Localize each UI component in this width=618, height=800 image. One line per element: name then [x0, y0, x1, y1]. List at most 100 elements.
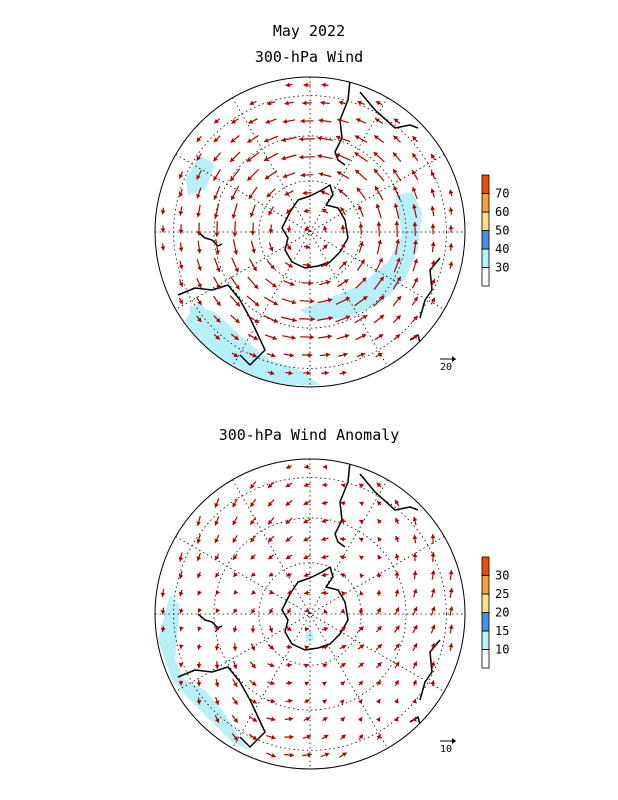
wind-vector: [267, 370, 275, 376]
wind-vector: [214, 696, 220, 706]
wind-vector: [302, 100, 312, 106]
reference-vector: 20: [440, 356, 456, 373]
colorbar: 10 15 20 25 30: [481, 556, 509, 669]
wind-vector: [267, 554, 275, 560]
wind-vector: [340, 483, 346, 488]
wind-vector: [196, 259, 202, 271]
wind-vector: [246, 314, 260, 324]
wind-vector: [320, 190, 330, 196]
wind-vector: [337, 278, 349, 288]
wind-vector: [430, 552, 436, 562]
wind-vector: [283, 752, 295, 758]
wind-vector: [340, 716, 346, 722]
wind-vector: [448, 606, 454, 616]
wind-vector: [197, 590, 202, 596]
wind-vector: [303, 590, 311, 596]
wind-vector: [196, 679, 202, 687]
wind-vector: [322, 699, 328, 705]
colorbar-swatch: [481, 593, 490, 613]
wind-vector: [359, 573, 365, 579]
wind-vector: [266, 260, 276, 270]
wind-vector: [377, 554, 382, 560]
wind-vector: [321, 734, 329, 740]
wind-vector: [375, 100, 383, 106]
wind-vector: [229, 151, 241, 163]
wind-vector: [430, 297, 436, 305]
wind-vector: [196, 240, 202, 254]
wind-vector: [231, 733, 239, 741]
wind-vector: [284, 100, 294, 106]
wind-vector: [412, 679, 417, 687]
wind-vector: [359, 501, 365, 507]
wind-vector: [411, 152, 419, 162]
wind-vector: [355, 333, 367, 341]
wind-vector: [303, 370, 311, 376]
wind-vector: [375, 203, 382, 219]
wind-vector: [285, 370, 293, 376]
wind-vector: [233, 589, 239, 595]
wind-vector: [321, 500, 329, 506]
wind-vector: [196, 204, 201, 218]
wind-vector: [178, 242, 184, 252]
wind-vector: [247, 333, 259, 341]
wind-vector: [339, 626, 347, 632]
wind-vector: [263, 315, 279, 323]
wind-vector: [231, 257, 239, 273]
wind-vector: [358, 205, 364, 217]
wind-vector: [373, 314, 385, 324]
wind-vector: [411, 169, 419, 181]
wind-vector: [178, 680, 184, 686]
wind-vector: [251, 589, 257, 595]
wind-vector: [354, 314, 368, 324]
wind-vector: [338, 100, 348, 106]
wind-vector: [282, 335, 296, 340]
wind-vector: [230, 314, 240, 324]
wind-vector: [376, 221, 382, 237]
wind-vector: [375, 625, 383, 633]
wind-vector: [286, 662, 292, 668]
wind-vector: [160, 207, 166, 215]
wind-vector: [321, 554, 329, 560]
colorbar-swatch: [481, 649, 490, 669]
wind-vector: [213, 203, 220, 219]
wind-vector: [339, 644, 347, 650]
wind-vector: [197, 607, 203, 613]
wind-vector: [282, 119, 296, 124]
wind-vector: [376, 590, 382, 596]
colorbar-swatch: [481, 193, 490, 213]
colorbar-swatch: [481, 630, 490, 650]
wind-vector: [299, 298, 315, 304]
wind-vector: [269, 607, 274, 615]
wind-vector: [229, 168, 241, 182]
wind-vector: [376, 661, 382, 669]
wind-vector: [358, 608, 363, 614]
wind-vector: [246, 168, 260, 182]
wind-vector: [213, 185, 221, 201]
wind-vector: [246, 151, 260, 163]
wind-vector: [430, 606, 436, 616]
wind-vector: [321, 518, 329, 524]
wind-vector: [412, 570, 418, 580]
wind-vector: [266, 716, 276, 722]
wind-vector: [286, 225, 292, 233]
wind-vector: [196, 277, 202, 289]
wind-vector: [393, 185, 401, 201]
wind-vector: [430, 188, 436, 198]
wind-vector: [448, 189, 454, 197]
wind-vector: [412, 698, 417, 704]
jet-south-australia-shade: [190, 305, 320, 385]
wind-vector: [336, 170, 350, 180]
wind-vector: [377, 572, 382, 578]
wind-vector: [283, 352, 295, 358]
wind-vector: [299, 334, 315, 340]
wind-vector: [213, 315, 221, 323]
wind-vector: [196, 296, 202, 306]
wind-vector: [303, 82, 311, 88]
wind-vector: [430, 534, 436, 544]
wind-vector: [318, 172, 332, 178]
wind-vector: [266, 352, 276, 358]
colorbar-tick-label: 50: [495, 224, 509, 238]
colorbar-swatch: [481, 612, 490, 632]
wind-vector: [338, 188, 348, 198]
wind-vector: [249, 661, 257, 669]
